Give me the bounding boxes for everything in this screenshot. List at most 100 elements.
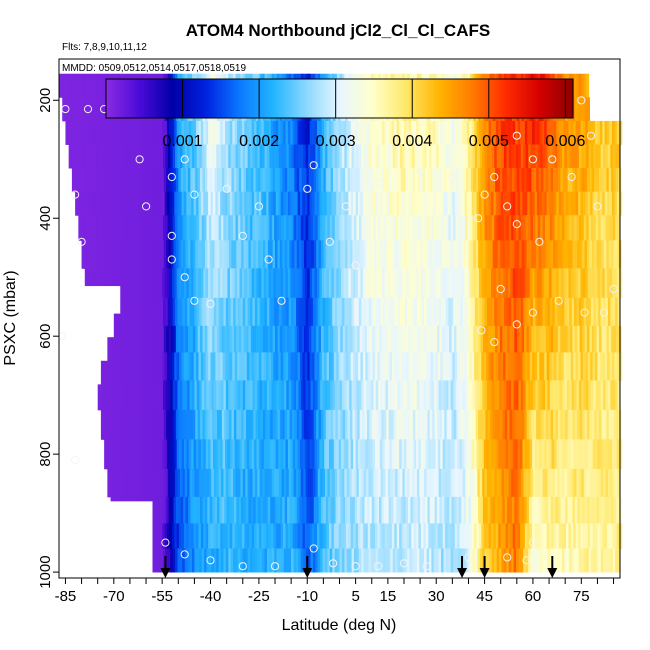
heatmap-cell (249, 352, 253, 381)
heatmap-cell (220, 120, 224, 145)
heatmap-cell (527, 523, 531, 549)
heatmap-cell (102, 144, 106, 169)
heatmap-cell (277, 496, 281, 524)
heatmap-cell (174, 268, 178, 299)
heatmap-cell (345, 352, 349, 381)
heatmap-cell (534, 120, 538, 145)
heatmap-cell (438, 548, 442, 573)
colorbar-tick-label: 0.002 (239, 133, 279, 150)
heatmap-cell (359, 409, 363, 440)
heatmap-cell (151, 168, 155, 193)
heatmap-cell (416, 468, 420, 498)
colorbar-segment (337, 79, 341, 118)
colorbar-segment (314, 79, 317, 118)
heatmap-cell (315, 548, 319, 573)
heatmap-cell (81, 240, 85, 269)
heatmap-cell (210, 268, 214, 299)
heatmap-cell (390, 548, 394, 573)
heatmap-cell (125, 191, 129, 216)
heatmap-cell (167, 380, 171, 411)
heatmap-cell (570, 268, 574, 299)
heatmap-cell (412, 240, 416, 269)
heatmap-cell (599, 496, 603, 524)
heatmap-cell (577, 496, 581, 524)
heatmap-cell (555, 325, 559, 353)
heatmap-cell (124, 297, 128, 327)
heatmap-cell (397, 380, 401, 411)
colorbar-segment (282, 79, 285, 118)
heatmap-cell (573, 523, 577, 549)
heatmap-cell (558, 352, 562, 381)
heatmap-cell (617, 380, 621, 411)
heatmap-cell (403, 240, 407, 269)
heatmap-cell (430, 120, 434, 145)
x-axis-label: Latitude (deg N) (282, 617, 397, 634)
no-data-mask (59, 309, 114, 338)
heatmap-cell (583, 297, 587, 327)
heatmap-cell (611, 268, 615, 299)
colorbar-tick-label: 0.004 (392, 133, 432, 150)
heatmap-cell (545, 215, 549, 241)
heatmap-cell (570, 523, 574, 549)
heatmap-cell (500, 191, 504, 216)
heatmap-cell (116, 352, 120, 381)
heatmap-cell (595, 191, 599, 216)
heatmap-cell (198, 439, 202, 470)
heatmap-cell (266, 352, 270, 381)
colorbar-segment (108, 79, 111, 118)
heatmap-cell (601, 496, 605, 524)
heatmap-cell (312, 191, 316, 216)
heatmap-cell (376, 409, 380, 440)
heatmap-cell (575, 523, 579, 549)
heatmap-layer (78, 215, 621, 241)
heatmap-cell (374, 120, 378, 145)
heatmap-cell (408, 496, 412, 524)
heatmap-cell (409, 215, 413, 241)
colorbar-segment (358, 79, 362, 118)
heatmap-cell (341, 191, 345, 216)
heatmap-cell (310, 548, 314, 573)
heatmap-cell (374, 240, 378, 269)
heatmap-cell (303, 297, 307, 327)
heatmap-cell (430, 268, 434, 299)
heatmap-cell (243, 325, 247, 353)
heatmap-cell (499, 409, 503, 440)
heatmap-cell (385, 468, 389, 498)
heatmap-cell (453, 325, 457, 353)
heatmap-cell (487, 380, 491, 411)
heatmap-cell (361, 548, 365, 573)
heatmap-cell (162, 352, 166, 381)
heatmap-cell (605, 468, 609, 498)
heatmap-cell (283, 468, 287, 498)
heatmap-cell (104, 380, 108, 411)
heatmap-cell (299, 325, 303, 353)
heatmap-cell (578, 380, 582, 411)
heatmap-cell (204, 548, 208, 573)
heatmap-cell (448, 468, 452, 498)
heatmap-cell (192, 325, 196, 353)
heatmap-cell (598, 144, 602, 169)
heatmap-cell (347, 168, 351, 193)
heatmap-cell (204, 380, 208, 411)
heatmap-cell (591, 409, 595, 440)
heatmap-cell (400, 409, 404, 440)
heatmap-cell (138, 297, 142, 327)
heatmap-cell (285, 120, 289, 145)
heatmap-cell (282, 325, 286, 353)
heatmap-cell (257, 144, 261, 169)
heatmap-cell (485, 168, 489, 193)
heatmap-cell (519, 409, 523, 440)
heatmap-cell (540, 215, 544, 241)
heatmap-cell (83, 215, 87, 241)
heatmap-cell (512, 191, 516, 216)
heatmap-cell (275, 325, 279, 353)
heatmap-cell (221, 240, 225, 269)
heatmap-cell (223, 297, 227, 327)
heatmap-cell (487, 144, 491, 169)
heatmap-cell (212, 496, 216, 524)
heatmap-cell (272, 240, 276, 269)
heatmap-cell (154, 168, 158, 193)
heatmap-cell (557, 496, 561, 524)
heatmap-cell (253, 240, 257, 269)
colorbar-segment (532, 79, 536, 118)
